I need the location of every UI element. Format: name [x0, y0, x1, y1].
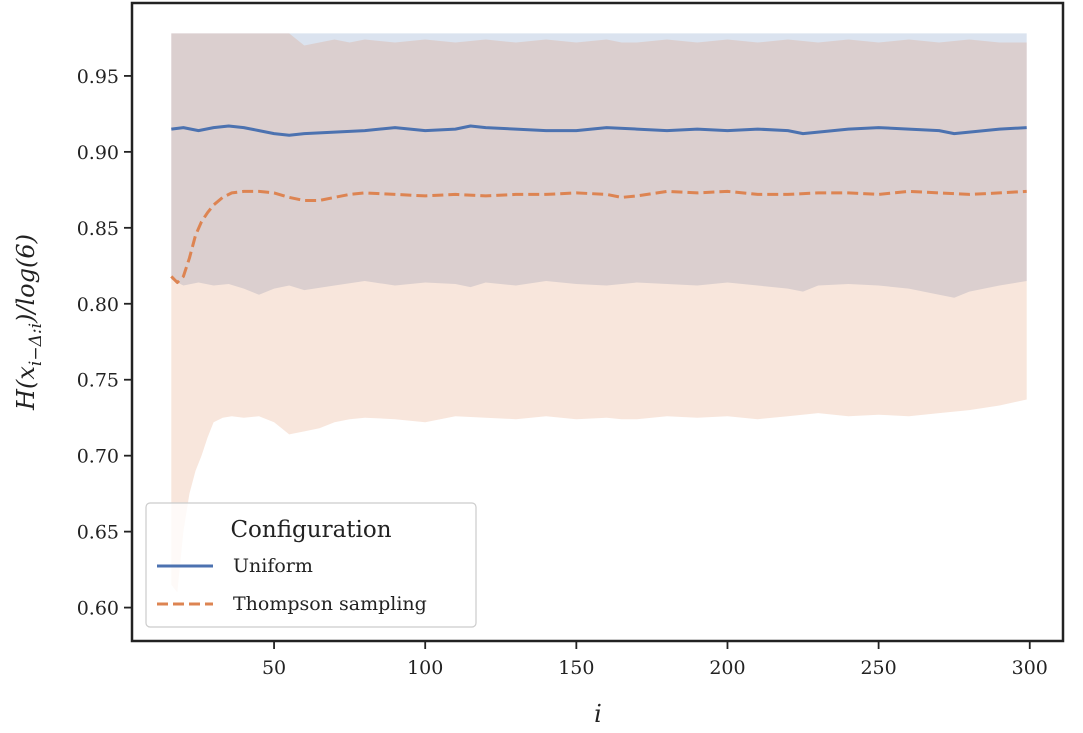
y-tick-label: 0.70 [77, 446, 119, 468]
x-tick-label: 250 [860, 657, 896, 679]
x-tick-label: 200 [709, 657, 745, 679]
x-tick-label: 100 [407, 657, 443, 679]
line-thompson-sampling [170, 189, 1027, 284]
y-axis-ticks: 0.60 0.65 0.70 0.75 0.80 0.85 0.90 0.95 [77, 66, 132, 620]
y-tick-label: 0.60 [77, 598, 119, 620]
x-tick-label: 150 [558, 657, 594, 679]
legend-label-thompson: Thompson sampling [233, 593, 427, 615]
line-uniform [171, 124, 1027, 137]
legend-label-uniform: Uniform [233, 555, 313, 577]
y-tick-label: 0.90 [77, 142, 119, 164]
y-tick-label: 0.65 [77, 522, 119, 544]
x-axis-ticks: 50 100 150 200 250 300 [262, 641, 1048, 679]
y-tick-label: 0.80 [77, 294, 119, 316]
y-tick-label: 0.85 [77, 218, 119, 240]
legend: Configuration Uniform Thompson sampling [145, 502, 477, 628]
y-tick-label: 0.75 [77, 370, 119, 392]
y-tick-label: 0.95 [77, 66, 119, 88]
legend-title: Configuration [230, 517, 391, 543]
x-tick-label: 300 [1012, 657, 1048, 679]
confidence-bands [171, 33, 1027, 593]
x-axis-label: i [594, 700, 602, 728]
y-axis-label: H(xi−Δ:i)/log(6) [12, 234, 46, 411]
band-uniform [171, 33, 1027, 298]
legend-box [145, 502, 477, 628]
band-thompson-sampling [171, 33, 1027, 593]
series-lines [170, 124, 1027, 284]
plot-frame [130, 1, 1065, 643]
x-tick-label: 50 [262, 657, 286, 679]
